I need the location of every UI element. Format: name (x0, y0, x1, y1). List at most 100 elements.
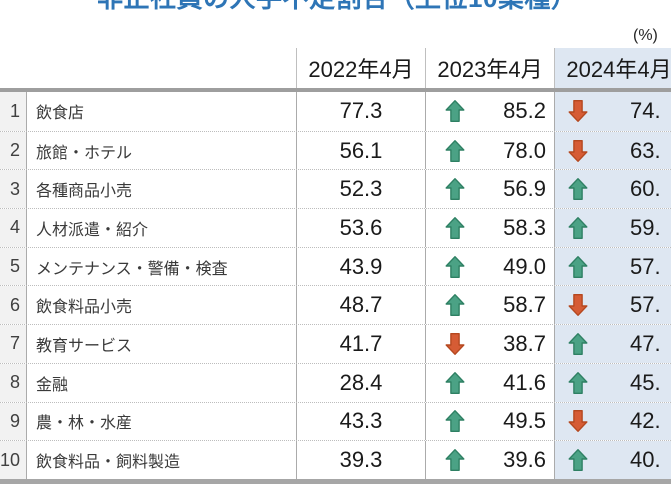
value-cell-2024: 57. (554, 286, 671, 325)
table-row: 3 各種商品小売 52.3 56.9 60. (0, 169, 671, 209)
value-cell-2024: 57. (554, 247, 671, 286)
value-2022: 52.3 (339, 176, 383, 202)
value-cell-2024: 42. (554, 402, 671, 441)
arrow-up-icon (445, 255, 465, 278)
arrow-up-icon (445, 371, 465, 394)
value-2023: 39.6 (503, 447, 546, 473)
value-2024: 45. (630, 369, 661, 395)
rank-cell: 1 (0, 92, 26, 131)
value-2024: 42. (630, 408, 661, 434)
arrow-up-icon (568, 255, 588, 278)
table-row: 2 旅館・ホテル 56.1 78.0 63. (0, 130, 671, 170)
value-2023: 41.6 (503, 369, 546, 395)
header-rank-cell (0, 48, 26, 88)
table-row: 1 飲食店 77.3 85.2 74. (0, 92, 671, 131)
industry-label: 飲食料品・飼料製造 (36, 454, 181, 472)
value-2024: 63. (630, 137, 661, 163)
value-cell-2023: 49.5 (425, 402, 554, 441)
value-cell-2024: 45. (554, 363, 671, 402)
value-cell-2024: 47. (554, 325, 671, 363)
arrow-down-icon (568, 100, 588, 123)
value-cell-2023: 58.3 (425, 209, 554, 247)
trend-arrow-2023 (445, 100, 465, 123)
rank-label: 1 (9, 100, 20, 121)
rank-label: 5 (9, 256, 20, 277)
industry-label: 教育サービス (36, 337, 133, 355)
value-cell-2024: 63. (554, 131, 671, 170)
value-2024: 59. (630, 214, 661, 240)
rank-cell: 2 (0, 131, 26, 170)
value-2023: 38.7 (503, 330, 546, 356)
arrow-up-icon (445, 139, 465, 162)
industry-label: 飲食店 (36, 105, 85, 123)
value-2022: 28.4 (339, 369, 383, 395)
unit-label: (%) (633, 27, 658, 44)
page-title: 非正社員の人手不足割合（上位10業種） (97, 0, 577, 11)
table-row: 10 飲食料品・飼料製造 39.3 39.6 40. (0, 440, 671, 479)
arrow-up-icon (445, 410, 465, 433)
column-header-2024: 2024年4月 (554, 48, 671, 88)
table-row: 4 人材派遣・紹介 53.6 58.3 59. (0, 208, 671, 247)
value-2023: 58.7 (503, 292, 546, 318)
value-cell-2024: 60. (554, 170, 671, 209)
value-2022: 39.3 (339, 447, 383, 473)
value-2022: 41.7 (339, 330, 383, 356)
table-row: 8 金融 28.4 41.6 45. (0, 362, 671, 402)
header-industry-cell (26, 48, 296, 88)
industry-cell: 飲食料品・飼料製造 (26, 441, 296, 479)
value-cell-2024: 59. (554, 209, 671, 247)
table-bottom-border (0, 478, 671, 484)
table-body: 1 飲食店 77.3 85.2 74. 2 旅館・ホテル (0, 92, 671, 479)
table-row: 9 農・林・水産 43.3 49.5 42. (0, 401, 671, 441)
value-cell-2022: 56.1 (296, 131, 425, 170)
arrow-down-icon (445, 332, 465, 355)
value-2024: 47. (630, 330, 661, 356)
industry-cell: メンテナンス・警備・検査 (26, 247, 296, 286)
value-cell-2023: 78.0 (425, 131, 554, 170)
rank-label: 6 (9, 294, 20, 315)
trend-arrow-2023 (445, 178, 465, 201)
industry-label: 農・林・水産 (36, 415, 133, 433)
industry-cell: 人材派遣・紹介 (26, 209, 296, 247)
industry-label: 金融 (36, 376, 69, 394)
value-cell-2023: 56.9 (425, 170, 554, 209)
industry-label: 飲食料品小売 (36, 299, 133, 317)
rank-cell: 7 (0, 325, 26, 363)
trend-arrow-2023 (445, 332, 465, 355)
value-2023: 78.0 (503, 137, 546, 163)
table-row: 5 メンテナンス・警備・検査 43.9 49.0 57. (0, 246, 671, 286)
arrow-up-icon (568, 332, 588, 355)
arrow-down-icon (568, 294, 588, 317)
rank-cell: 10 (0, 441, 26, 479)
value-cell-2022: 77.3 (296, 92, 425, 131)
trend-arrow-2024 (568, 178, 588, 201)
trend-arrow-2023 (445, 449, 465, 472)
arrow-up-icon (445, 216, 465, 239)
header-divider-bar (0, 88, 671, 92)
trend-arrow-2024 (568, 294, 588, 317)
rank-label: 4 (9, 217, 20, 238)
rank-cell: 3 (0, 170, 26, 209)
arrow-up-icon (568, 178, 588, 201)
trend-arrow-2023 (445, 216, 465, 239)
value-cell-2024: 40. (554, 441, 671, 479)
value-2024: 60. (630, 176, 661, 202)
trend-arrow-2024 (568, 410, 588, 433)
table-row: 6 飲食料品小売 48.7 58.7 57. (0, 285, 671, 325)
rank-label: 7 (9, 333, 20, 354)
rank-cell: 5 (0, 247, 26, 286)
trend-arrow-2024 (568, 139, 588, 162)
rank-label: 10 (0, 449, 20, 470)
rank-label: 2 (9, 140, 20, 161)
industry-label: 各種商品小売 (36, 183, 133, 201)
industry-label: 旅館・ホテル (36, 144, 133, 162)
value-cell-2024: 74. (554, 92, 671, 131)
value-2022: 56.1 (339, 137, 383, 163)
industry-cell: 旅館・ホテル (26, 131, 296, 170)
rank-cell: 9 (0, 402, 26, 441)
value-cell-2023: 38.7 (425, 325, 554, 363)
industry-label: メンテナンス・警備・検査 (36, 260, 228, 278)
value-2022: 43.3 (339, 408, 383, 434)
trend-arrow-2023 (445, 294, 465, 317)
